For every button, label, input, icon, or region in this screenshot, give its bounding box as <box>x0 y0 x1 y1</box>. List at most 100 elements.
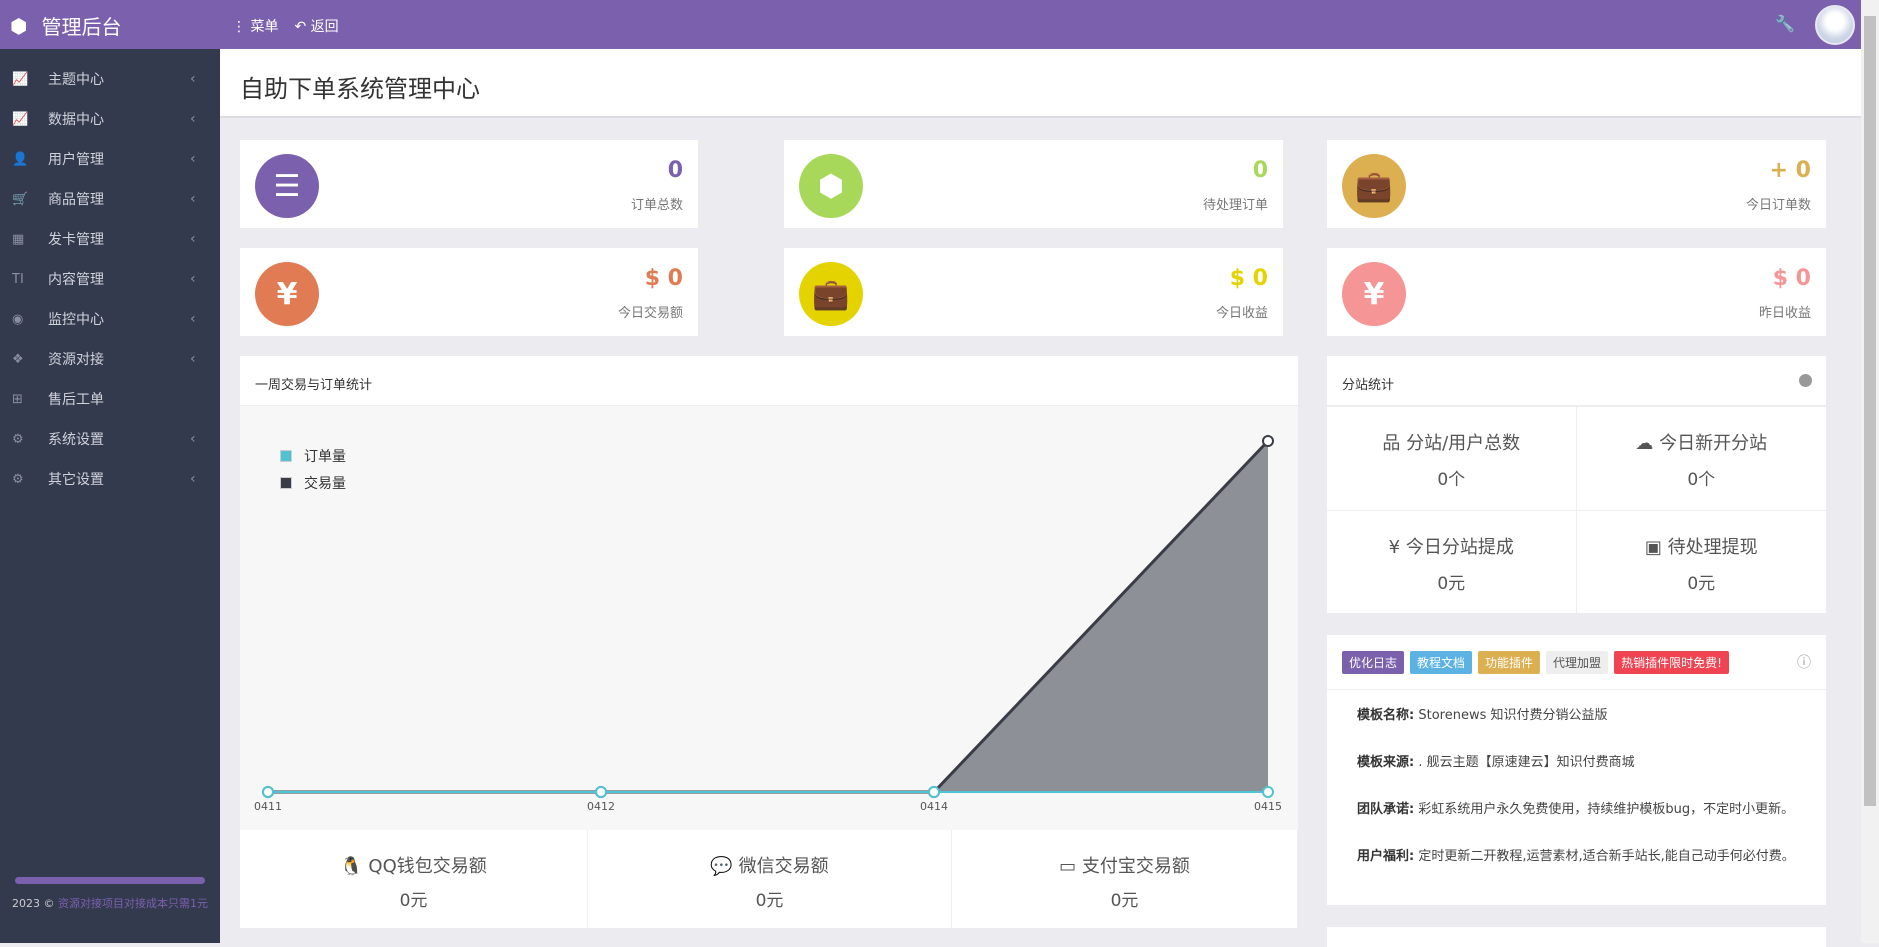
sidebar-item[interactable]: 📈 数据中心 ‹ <box>0 99 220 139</box>
stat-label: 今日收益 <box>1215 306 1268 321</box>
legend-item-orders[interactable]: 订单量 <box>280 444 346 471</box>
wrench-icon[interactable]: 🔧 <box>1775 14 1795 33</box>
page-scrollbar[interactable] <box>1861 0 1879 943</box>
info-key: 模板名称: <box>1357 708 1415 723</box>
sidebar-footer: 2023 © 资源对接项目对接成本只需1元 <box>0 895 220 913</box>
info-tags: 优化日志 教程文档 功能插件 代理加盟 热销插件限时免费! ⓘ <box>1327 635 1826 690</box>
info-panel: 优化日志 教程文档 功能插件 代理加盟 热销插件限时免费! ⓘ 模板名称: Storen… <box>1327 635 1826 905</box>
sidebar-item-label: 系统设置 <box>48 432 104 448</box>
sidebar-item-label: 数据中心 <box>48 112 104 128</box>
substation-panel: 分站统计 品 分站/用户总数 0个 ☁ 今日新开分站 0个 ¥ 今日分站提成 0元 ▣ 待处… <box>1327 356 1826 614</box>
tag-button[interactable]: 代理加盟 <box>1546 651 1609 674</box>
stat-label: 订单总数 <box>630 198 683 213</box>
sidebar-item[interactable]: ⚙ 系统设置 ‹ <box>0 419 220 459</box>
info-value: 定时更新二开教程,运营素材,适合新手站长,能自己动手何必付费。 <box>1418 849 1795 864</box>
payment-stat: ▭ 支付宝交易额 0元 <box>952 830 1298 928</box>
grid-icon: ▦ <box>12 231 25 247</box>
substation-label: 今日分站提成 <box>1405 537 1514 558</box>
footer-year: 2023 © <box>12 897 55 910</box>
payment-label: QQ钱包交易额 <box>368 856 487 877</box>
sidebar-item-label: 售后工单 <box>48 392 104 408</box>
brand-title: 管理后台 <box>41 15 122 39</box>
sidebar-item[interactable]: ▦ 发卡管理 ‹ <box>0 219 220 259</box>
payment-value: 0元 <box>1110 891 1139 911</box>
sidebar-item[interactable]: 👤 用户管理 ‹ <box>0 139 220 179</box>
legend-item-volume[interactable]: 交易量 <box>280 471 346 498</box>
sidebar-item[interactable]: 🛒 商品管理 ‹ <box>0 179 220 219</box>
cart-icon: 🛒 <box>12 191 29 207</box>
target-icon: ◉ <box>12 311 24 327</box>
menu-button[interactable]: ⋮ 菜单 <box>232 19 279 35</box>
legend-label: 交易量 <box>304 476 346 492</box>
chevron-left-icon: ‹ <box>190 351 196 367</box>
legend-swatch <box>280 450 292 462</box>
stat-label: 今日交易额 <box>617 306 683 321</box>
info-row: 团队承诺: 彩虹系统用户永久免费使用，持续维护模板bug，不定时小更新。 <box>1357 799 1796 820</box>
chevron-left-icon: ‹ <box>190 191 196 207</box>
payment-value: 0元 <box>755 891 784 911</box>
sidebar-item-label: 资源对接 <box>48 352 104 368</box>
yen-icon: ¥ <box>1388 537 1401 558</box>
substation-label: 待处理提现 <box>1667 537 1758 558</box>
yen-icon: ¥ <box>255 262 319 326</box>
page-title: 自助下单系统管理中心 <box>240 75 480 103</box>
sidebar-item[interactable]: 📈 主题中心 ‹ <box>0 59 220 99</box>
substation-value: 0个 <box>1437 470 1466 490</box>
sidebar-item[interactable]: ❖ 资源对接 ‹ <box>0 339 220 379</box>
chevron-left-icon: ‹ <box>190 271 196 287</box>
brand[interactable]: ⬢ 管理后台 <box>10 11 121 40</box>
sidebar-item-label: 内容管理 <box>48 272 104 288</box>
tag-button[interactable]: 功能插件 <box>1478 651 1541 674</box>
footer-link[interactable]: 资源对接项目对接成本只需1元 <box>58 897 208 910</box>
back-button[interactable]: ↶ 返回 <box>294 19 339 35</box>
series-area <box>268 441 1268 792</box>
data-point[interactable] <box>1262 435 1274 447</box>
status-dot-icon[interactable] <box>1799 374 1812 387</box>
sidebar-item-label: 商品管理 <box>48 192 104 208</box>
payment-stat: 🐧 QQ钱包交易额 0元 <box>240 830 588 928</box>
chart-panel: 一周交易与订单统计 0411 0412 0414 0415 订单量 交易量 🐧 QQ钱… <box>240 356 1298 928</box>
sidebar-item-label: 发卡管理 <box>48 232 104 248</box>
sidebar-item-label: 用户管理 <box>48 152 104 168</box>
cube-icon: ⬢ <box>799 154 863 218</box>
sidebar-item[interactable]: ◉ 监控中心 ‹ <box>0 299 220 339</box>
sidebar-item[interactable]: ⚙ 其它设置 ‹ <box>0 459 220 499</box>
sidebar-item[interactable]: TI 内容管理 ‹ <box>0 259 220 299</box>
next-panel <box>1327 927 1826 947</box>
tag-button[interactable]: 优化日志 <box>1342 651 1405 674</box>
data-point[interactable] <box>595 786 607 798</box>
avatar[interactable] <box>1815 5 1855 45</box>
substation-value: 0元 <box>1687 574 1716 594</box>
data-point[interactable] <box>928 786 940 798</box>
stat-label: 待处理订单 <box>1202 198 1268 213</box>
info-key: 用户福利: <box>1357 849 1415 864</box>
info-row: 模板名称: Storenews 知识付费分销公益版 <box>1357 705 1796 726</box>
sidebar-item[interactable]: ⊞ 售后工单 <box>0 379 220 419</box>
info-key: 模板来源: <box>1357 755 1415 770</box>
stat-card: ¥ $ 0 今日交易额 <box>240 248 698 336</box>
x-tick-label: 0414 <box>920 800 948 813</box>
payment-value: 0元 <box>399 891 428 911</box>
cube-icon: ⬢ <box>10 13 28 38</box>
tag-button[interactable]: 热销插件限时免费! <box>1614 651 1729 674</box>
substation-title: 分站统计 <box>1327 356 1826 406</box>
stat-label: 今日订单数 <box>1745 198 1811 213</box>
scrollbar-thumb[interactable] <box>1864 16 1876 806</box>
gear-icon: ⚙ <box>12 431 24 447</box>
substation-stat: ☁ 今日新开分站 0个 <box>1576 406 1826 510</box>
tag-button[interactable]: 教程文档 <box>1410 651 1473 674</box>
stat-value: $ 0 <box>644 266 683 291</box>
chevron-left-icon: ‹ <box>190 231 196 247</box>
data-point[interactable] <box>1262 786 1274 798</box>
cloud-icon: ☁ <box>1635 433 1654 454</box>
yen-icon: ¥ <box>1342 262 1406 326</box>
info-icon[interactable]: ⓘ <box>1797 655 1811 671</box>
sidebar-scrollbar[interactable] <box>15 877 205 884</box>
sidebar-item-label: 其它设置 <box>48 472 104 488</box>
stat-value: $ 0 <box>1772 266 1811 291</box>
info-row: 用户福利: 定时更新二开教程,运营素材,适合新手站长,能自己动手何必付费。 <box>1357 846 1796 867</box>
sidebar: 📈 主题中心 ‹ 📈 数据中心 ‹ 👤 用户管理 ‹ 🛒 商品管理 ‹ ▦ 发卡管理 ‹ TI 内容管理 ‹ ◉ 监控… <box>0 49 220 943</box>
stat-value: + 0 <box>1769 158 1811 183</box>
info-value: 彩虹系统用户永久免费使用，持续维护模板bug，不定时小更新。 <box>1418 802 1795 817</box>
data-point[interactable] <box>262 786 274 798</box>
